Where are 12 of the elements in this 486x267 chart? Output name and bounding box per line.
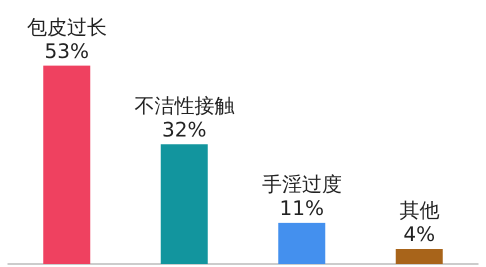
bar [278, 222, 326, 264]
data-label: 4% [403, 222, 436, 246]
data-label: 11% [280, 196, 324, 220]
x-tick-label: 手淫过度 [262, 172, 342, 196]
bar [160, 144, 208, 264]
data-label: 53% [44, 38, 89, 63]
data-label: 32% [162, 117, 206, 142]
x-tick-label: 不洁性接触 [134, 93, 234, 118]
x-tick-label: 其他 [399, 198, 440, 222]
bar [43, 66, 90, 264]
bar [396, 249, 443, 264]
x-tick-label: 包皮过长 [26, 14, 107, 39]
